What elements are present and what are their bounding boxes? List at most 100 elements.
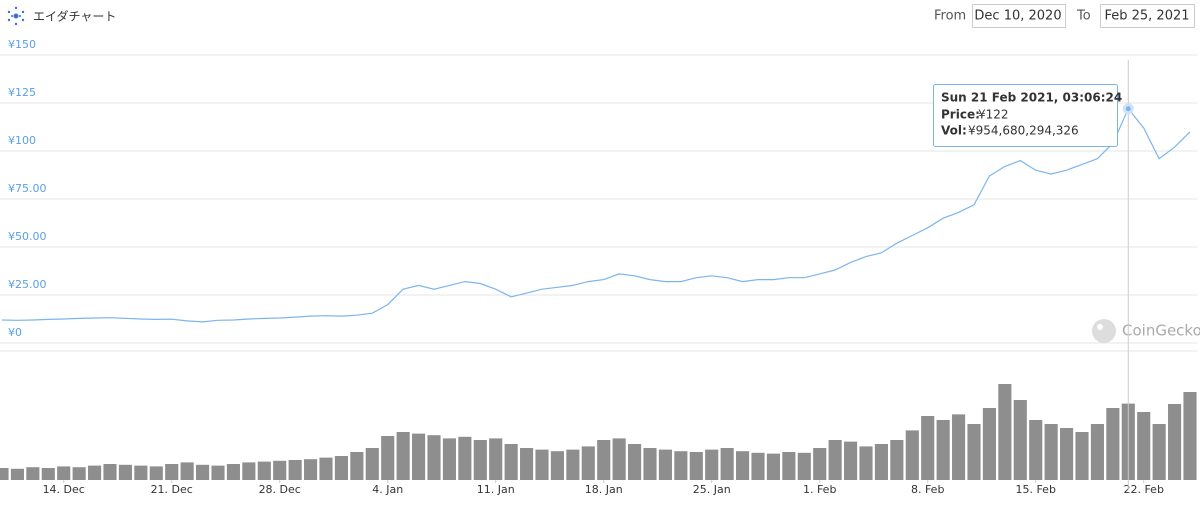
volume-bar xyxy=(720,448,734,480)
x-tick-label: 25. Jan xyxy=(693,483,731,496)
volume-bar xyxy=(196,464,210,480)
to-date[interactable]: Feb 25, 2021 xyxy=(1104,9,1189,24)
x-tick-label: 28. Dec xyxy=(259,483,301,496)
x-tick-label: 11. Jan xyxy=(477,483,515,496)
hover-point xyxy=(1122,103,1134,115)
watermark-logo xyxy=(1092,319,1116,343)
from-input[interactable] xyxy=(972,4,1066,28)
volume-bar xyxy=(288,460,302,480)
volume-bar xyxy=(766,453,780,480)
volume-bar xyxy=(134,465,148,480)
tooltip-price-label: Price: xyxy=(941,108,980,122)
y-tick-label: ¥0 xyxy=(8,326,22,339)
volume-bar xyxy=(10,468,24,480)
volume-bar xyxy=(550,451,564,480)
volume-bar xyxy=(165,464,179,480)
x-tick-label: 15. Feb xyxy=(1015,483,1055,496)
volume-bar xyxy=(921,416,935,480)
to-label: To xyxy=(1076,9,1091,24)
volume-bar xyxy=(489,438,503,480)
volume-bar xyxy=(319,457,333,480)
volume-bar xyxy=(273,460,287,480)
y-tick-label: ¥100 xyxy=(8,134,36,147)
volume-bar xyxy=(504,444,518,480)
volume-bar xyxy=(72,467,86,480)
x-tick-label: 18. Jan xyxy=(585,483,623,496)
volume-bar xyxy=(180,462,194,480)
volume-bar xyxy=(890,440,904,480)
volume-bar xyxy=(1106,408,1120,480)
x-tick-label: 4. Jan xyxy=(372,483,403,496)
y-tick-label: ¥125 xyxy=(8,86,36,99)
volume-bar xyxy=(828,440,842,480)
volume-bar xyxy=(57,466,71,480)
volume-bar xyxy=(1013,400,1027,480)
price-line xyxy=(1,107,1191,323)
volume-bar xyxy=(1044,424,1058,480)
volume-bar xyxy=(1029,420,1043,480)
volume-bar xyxy=(41,468,55,480)
volume-bar xyxy=(381,436,395,480)
volume-bar xyxy=(103,464,117,480)
volume-bar xyxy=(998,384,1012,480)
volume-bar xyxy=(1137,412,1151,480)
volume-bar xyxy=(952,414,966,480)
volume-bar xyxy=(674,451,688,480)
volume-bar xyxy=(118,464,132,480)
volume-bar xyxy=(350,452,364,480)
volume-bar xyxy=(967,424,981,480)
volume-bar xyxy=(905,430,919,480)
volume-bar xyxy=(705,449,719,480)
x-tick-label: 22. Feb xyxy=(1123,483,1163,496)
volume-bar xyxy=(1075,432,1089,480)
from-date[interactable]: Dec 10, 2020 xyxy=(974,9,1061,24)
volume-bar xyxy=(149,466,163,480)
volume-bar xyxy=(813,448,827,480)
volume-bar xyxy=(226,464,240,480)
x-tick-label: 1. Feb xyxy=(803,483,836,496)
tooltip-price: ¥122 xyxy=(978,108,1009,122)
chart-title: エイダチャート xyxy=(33,9,116,24)
volume-bar xyxy=(1183,392,1197,480)
volume-bar xyxy=(736,451,750,480)
tooltip-vol: ¥954,680,294,326 xyxy=(968,124,1079,138)
volume-bar xyxy=(257,461,271,480)
y-tick-label: ¥50.00 xyxy=(8,230,47,243)
x-tick-label: 8. Feb xyxy=(911,483,944,496)
volume-bar xyxy=(1060,428,1074,480)
volume-bar xyxy=(26,467,40,480)
volume-bar xyxy=(412,433,426,480)
tooltip xyxy=(933,84,1118,147)
volume-bar xyxy=(628,444,642,480)
volume-bar xyxy=(1152,424,1166,480)
to-input[interactable] xyxy=(1100,4,1195,28)
x-tick-label: 21. Dec xyxy=(151,483,193,496)
tooltip-vol-label: Vol: xyxy=(941,124,967,138)
volume-bar xyxy=(982,408,996,480)
volume-bar xyxy=(658,449,672,480)
volume-bar xyxy=(0,468,9,480)
volume-bar xyxy=(1168,404,1182,480)
y-tick-label: ¥75.00 xyxy=(8,182,47,195)
volume-bar xyxy=(782,452,796,480)
volume-bar xyxy=(427,435,441,480)
volume-bar xyxy=(566,449,580,480)
volume-bar xyxy=(396,432,410,480)
volume-bar xyxy=(458,436,472,480)
volume-bar xyxy=(751,452,765,480)
from-label: From xyxy=(934,9,966,24)
logo xyxy=(7,6,25,26)
volume-bar xyxy=(874,444,888,480)
y-tick-label: ¥150 xyxy=(8,38,36,51)
volume-bar xyxy=(242,462,256,480)
volume-bar xyxy=(581,446,595,480)
volume-bar xyxy=(936,420,950,480)
volume-bar xyxy=(211,465,225,480)
volume-bar xyxy=(859,446,873,480)
volume-bar xyxy=(304,459,318,480)
volume-bar xyxy=(797,452,811,480)
volume-bar xyxy=(643,448,657,480)
volume-bar xyxy=(844,441,858,480)
volume-bar xyxy=(689,452,703,480)
